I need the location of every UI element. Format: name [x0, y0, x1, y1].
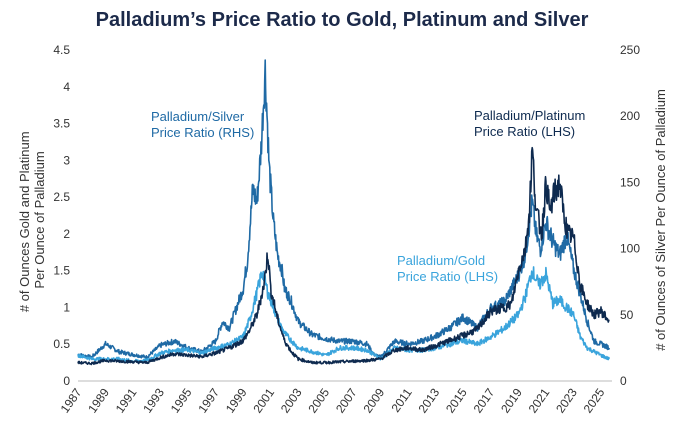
y-right-tick-label: 50: [620, 308, 634, 322]
y-left-tick-label: 3.5: [53, 117, 70, 131]
y-left-tick-label: 1: [63, 300, 70, 314]
x-tick-label: 1999: [223, 385, 250, 415]
y-right-ticks: 0 50 100 150 200 250: [620, 43, 640, 388]
y-right-tick-label: 250: [620, 43, 640, 57]
x-tick-label: 2009: [360, 385, 387, 415]
series-line-palladium-silver-price-ratio-rhs: [77, 59, 610, 360]
series-line-palladium-gold-price-ratio-lhs: [77, 266, 610, 363]
x-tick-label: 2013: [416, 385, 443, 415]
annotation-silver: Palladium/Silver Price Ratio (RHS): [151, 109, 254, 140]
y-right-tick-label: 200: [620, 109, 640, 123]
y-left-tick-label: 2: [63, 227, 70, 241]
x-tick-label: 2023: [553, 385, 580, 415]
x-tick-label: 1987: [58, 385, 85, 415]
annotation-silver-line1: Palladium/Silver: [151, 109, 245, 124]
x-tick-label: 2025: [581, 385, 608, 415]
y-axis-left-label-line2: Per Ounce of Palladium: [32, 151, 47, 288]
x-tick-label: 1991: [113, 385, 140, 415]
chart-title: Palladium’s Price Ratio to Gold, Platinu…: [95, 9, 589, 31]
x-tick-label: 2007: [333, 385, 360, 415]
annotation-platinum-line2: Price Ratio (LHS): [474, 124, 575, 139]
y-left-tick-label: 4: [63, 80, 70, 94]
series-layer: [77, 59, 610, 366]
annotation-silver-line2: Price Ratio (RHS): [151, 125, 254, 140]
x-tick-label: 2001: [250, 385, 277, 415]
y-axis-right-label: # of Ounces of Silver Per Ounce of Palla…: [653, 89, 668, 351]
x-tick-label: 2011: [388, 385, 414, 414]
annotation-gold: Palladium/Gold Price Ratio (LHS): [397, 253, 498, 284]
y-right-tick-label: 150: [620, 175, 640, 189]
x-tick-label: 2003: [278, 385, 305, 415]
y-left-tick-label: 2.5: [53, 190, 70, 204]
x-ticks: 1987 1989 1991 1993 1995 1997 1999 2001 2003 2005…: [58, 385, 608, 415]
annotation-platinum-line1: Palladium/Platinum: [474, 108, 585, 123]
y-left-tick-label: 3: [63, 153, 70, 167]
y-right-tick-label: 100: [620, 242, 640, 256]
y-left-tick-label: 0.5: [53, 337, 70, 351]
x-tick-label: 2017: [471, 385, 498, 415]
y-axis-left-label: # of Ounces Gold and Platinum Per Ounce …: [17, 128, 47, 312]
x-tick-label: 2021: [526, 385, 553, 415]
x-tick-label: 1989: [85, 385, 112, 415]
annotation-gold-line1: Palladium/Gold: [397, 253, 485, 268]
annotation-gold-line2: Price Ratio (LHS): [397, 269, 498, 284]
x-tick-label: 2019: [498, 385, 525, 415]
x-tick-label: 2015: [443, 385, 470, 415]
x-tick-label: 1995: [168, 385, 195, 415]
y-left-tick-label: 4.5: [53, 43, 70, 57]
y-axis-left-label-line1: # of Ounces Gold and Platinum: [17, 131, 32, 312]
x-tick-label: 1993: [140, 385, 167, 415]
annotation-platinum: Palladium/Platinum Price Ratio (LHS): [474, 108, 589, 139]
series-line-palladium-platinum-price-ratio-lhs: [77, 146, 610, 366]
x-tick-label: 2005: [305, 385, 332, 415]
y-right-tick-label: 0: [620, 374, 627, 388]
y-left-ticks: 0 0.5 1 1.5 2 2.5 3 3.5 4 4.5: [53, 43, 70, 388]
y-left-tick-label: 1.5: [53, 264, 70, 278]
y-left-tick-label: 0: [63, 374, 70, 388]
x-tick-label: 1997: [195, 385, 222, 415]
